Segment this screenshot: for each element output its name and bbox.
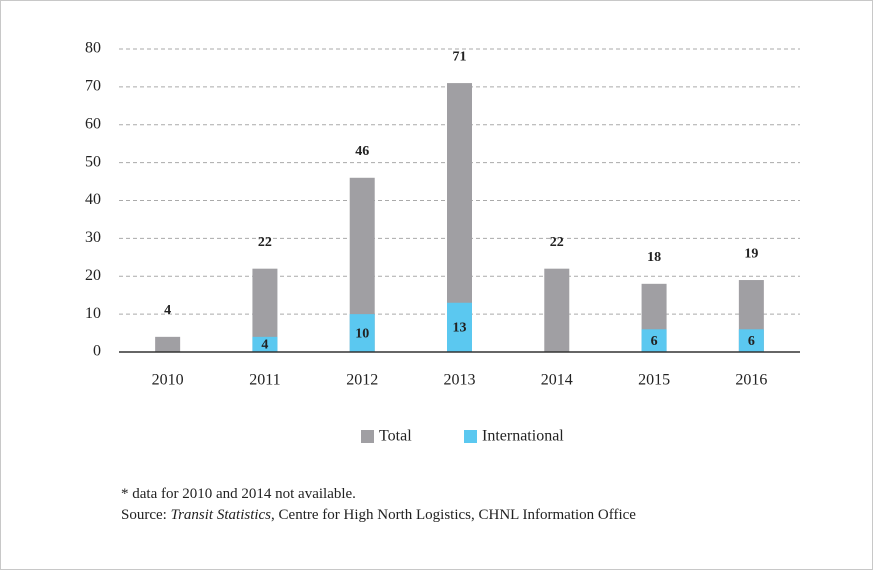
x-tick-label: 2016 <box>735 372 767 389</box>
source-title: Transit Statistics <box>170 507 272 523</box>
legend-label: Total <box>379 428 412 445</box>
value-label: 71 <box>453 49 467 64</box>
value-label: 4 <box>164 303 171 318</box>
source-rest: , Centre for High North Logistics, CHNL … <box>271 507 636 523</box>
bar <box>738 329 764 352</box>
legend-label: International <box>482 428 564 445</box>
value-label: 6 <box>651 334 658 349</box>
y-tick-label: 50 <box>85 153 101 170</box>
bar <box>447 302 472 352</box>
y-tick-label: 30 <box>85 229 101 246</box>
legend-swatch <box>361 430 374 443</box>
bar <box>155 336 181 352</box>
x-tick-label: 2010 <box>152 372 184 389</box>
bar <box>252 336 278 352</box>
x-tick-label: 2012 <box>346 372 378 389</box>
x-tick-label: 2015 <box>638 372 670 389</box>
value-label: 19 <box>744 246 758 261</box>
y-tick-label: 10 <box>85 305 101 322</box>
value-label: 18 <box>647 250 661 265</box>
value-label: 22 <box>258 235 272 250</box>
y-tick-label: 0 <box>93 343 101 360</box>
value-label: 13 <box>453 321 467 336</box>
y-tick-label: 60 <box>85 115 101 132</box>
x-tick-label: 2014 <box>541 372 573 389</box>
source: Source: Transit Statistics, Centre for H… <box>121 507 636 524</box>
x-tick-label: 2013 <box>444 372 476 389</box>
bar <box>349 314 375 352</box>
value-label: 6 <box>748 334 755 349</box>
value-label: 46 <box>355 144 369 159</box>
bar <box>544 268 570 352</box>
x-tick-label: 2011 <box>249 372 280 389</box>
y-tick-label: 20 <box>85 267 101 284</box>
bar <box>641 329 667 352</box>
footnote: * data for 2010 and 2014 not available. <box>121 486 356 502</box>
value-label: 4 <box>261 338 268 353</box>
y-tick-label: 70 <box>85 78 101 95</box>
legend-swatch <box>464 430 477 443</box>
value-label: 22 <box>550 235 564 250</box>
y-tick-label: 40 <box>85 191 101 208</box>
value-label: 10 <box>355 326 369 341</box>
source-prefix: Source: <box>121 507 171 523</box>
y-tick-label: 80 <box>85 40 101 57</box>
